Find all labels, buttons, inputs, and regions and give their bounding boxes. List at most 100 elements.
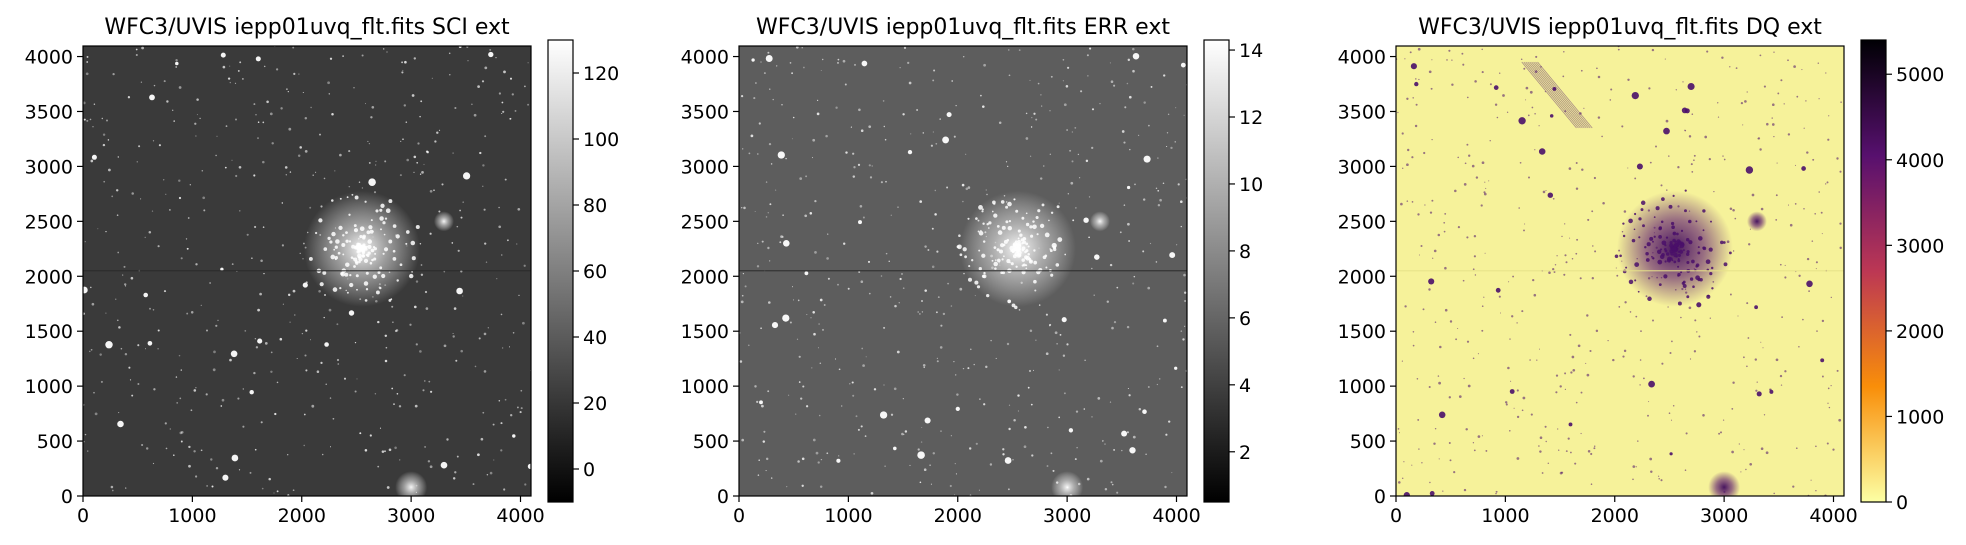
x-tick-label: 4000 xyxy=(1809,505,1857,527)
star-point xyxy=(230,350,238,358)
cluster-star xyxy=(1663,247,1667,251)
cluster-star xyxy=(323,247,328,251)
cluster-star xyxy=(352,257,355,260)
star-point xyxy=(1518,117,1526,125)
star-point xyxy=(1576,238,1579,241)
star-point xyxy=(358,181,361,183)
cluster-star xyxy=(1000,243,1005,248)
star-point xyxy=(1589,349,1592,353)
star-point xyxy=(516,243,518,245)
cluster-star xyxy=(1685,237,1690,242)
star-point xyxy=(149,94,155,101)
cluster-star xyxy=(1728,251,1732,255)
star-point xyxy=(811,367,813,369)
star-point xyxy=(1534,113,1536,115)
star-point xyxy=(83,101,86,105)
star-point xyxy=(1438,381,1441,385)
star-point xyxy=(1691,171,1694,173)
star-point xyxy=(1524,223,1526,225)
y-tick-label: 1500 xyxy=(1338,321,1386,343)
star-point xyxy=(175,61,179,66)
star-point xyxy=(523,264,526,267)
star-point xyxy=(1574,462,1577,465)
star-point xyxy=(1024,425,1027,429)
cluster-star xyxy=(379,216,384,221)
star-point xyxy=(1062,58,1065,61)
star-point xyxy=(484,135,487,138)
star-point xyxy=(1074,458,1077,461)
star-point xyxy=(261,487,264,490)
star-point xyxy=(158,144,161,147)
star-point xyxy=(196,114,198,116)
cluster-star xyxy=(1013,245,1019,250)
star-point xyxy=(1102,439,1104,442)
star-point xyxy=(936,360,939,363)
star-point xyxy=(229,65,231,67)
star-point xyxy=(253,371,256,375)
star-point xyxy=(368,161,371,164)
star-point xyxy=(319,133,321,136)
star-point xyxy=(1030,403,1033,406)
star-point xyxy=(282,303,284,305)
x-tick-label: 4000 xyxy=(1152,505,1200,527)
star-point xyxy=(1769,388,1772,391)
star-point xyxy=(105,340,113,349)
star-point xyxy=(392,321,394,324)
star-point xyxy=(1477,435,1481,438)
star-point xyxy=(163,290,167,293)
star-point xyxy=(125,487,127,489)
star-point xyxy=(426,151,429,154)
cluster-star xyxy=(1676,239,1681,244)
cluster-star xyxy=(1064,253,1067,256)
star-point xyxy=(1734,217,1737,220)
star-point xyxy=(1762,347,1764,349)
star-point xyxy=(221,398,225,402)
colorbar-tick-label: 80 xyxy=(583,195,607,217)
star-point xyxy=(898,302,900,304)
star-point xyxy=(130,276,134,280)
star-point xyxy=(853,453,855,455)
star-point xyxy=(203,209,206,212)
cluster-star xyxy=(338,225,343,231)
star-point xyxy=(1402,167,1404,169)
star-point xyxy=(481,80,485,83)
y-tick-label: 1000 xyxy=(25,376,73,398)
star-point xyxy=(325,383,327,385)
star-point xyxy=(1083,217,1089,223)
star-point xyxy=(909,464,911,466)
star-point xyxy=(1631,91,1639,100)
cluster-star xyxy=(1008,219,1012,223)
star-point xyxy=(1041,105,1043,107)
star-point xyxy=(1586,314,1589,317)
star-point xyxy=(1820,211,1823,214)
star-point xyxy=(1547,462,1550,465)
cluster-star xyxy=(372,274,377,279)
cluster-star xyxy=(1005,205,1009,209)
cluster-star xyxy=(1645,258,1650,262)
star-point xyxy=(1463,183,1467,186)
cluster-star xyxy=(1640,208,1644,212)
star-point xyxy=(884,465,886,467)
star-point xyxy=(1803,208,1805,210)
star-point xyxy=(1005,161,1008,163)
star-point xyxy=(1418,78,1420,81)
star-point xyxy=(825,134,828,138)
cluster-star xyxy=(1055,263,1060,267)
star-point xyxy=(903,434,905,436)
cluster-star xyxy=(1653,216,1656,218)
star-point xyxy=(1587,450,1591,453)
star-point xyxy=(889,296,892,298)
bottom-source xyxy=(1051,471,1084,496)
star-point xyxy=(117,251,120,254)
axes-frame xyxy=(82,45,532,497)
y-tick-label: 2500 xyxy=(25,211,73,233)
star-point xyxy=(1732,250,1735,252)
star-point xyxy=(1564,372,1567,375)
cluster-star xyxy=(1669,243,1674,248)
star-point xyxy=(339,153,342,157)
cluster-star xyxy=(392,249,396,253)
trail-streak xyxy=(1537,61,1593,129)
star-point xyxy=(1538,445,1540,447)
star-point xyxy=(1609,99,1612,101)
star-point xyxy=(1509,430,1511,432)
